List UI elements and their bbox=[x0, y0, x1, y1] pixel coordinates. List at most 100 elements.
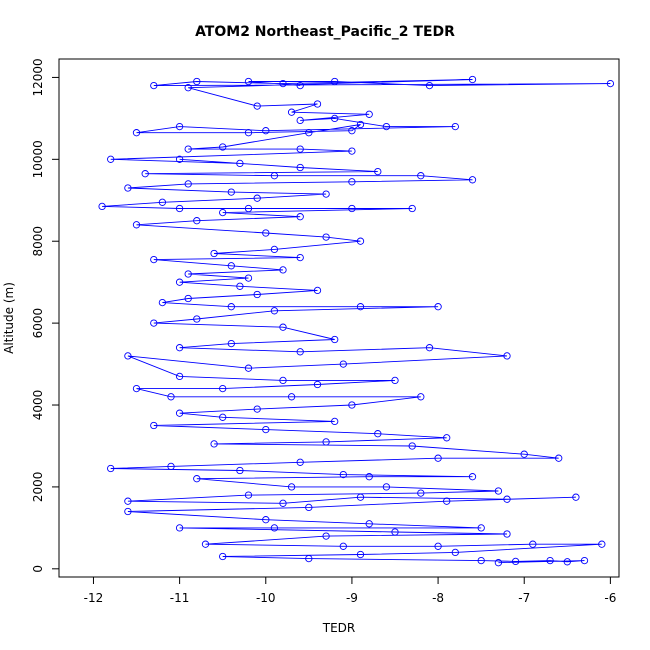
data-point bbox=[331, 114, 339, 123]
x-axis-label: TEDR bbox=[322, 621, 356, 635]
data-point bbox=[434, 542, 442, 550]
data-point bbox=[219, 208, 227, 217]
data-point bbox=[201, 540, 210, 548]
data-point bbox=[141, 170, 149, 178]
data-point bbox=[348, 127, 356, 135]
data-point bbox=[184, 270, 192, 278]
data-point bbox=[339, 542, 347, 550]
data-point bbox=[184, 180, 192, 188]
data-point bbox=[296, 253, 304, 262]
data-point bbox=[356, 120, 365, 129]
data-point bbox=[374, 167, 382, 176]
data-point bbox=[494, 559, 503, 567]
data-point bbox=[503, 352, 511, 360]
data-point bbox=[167, 393, 175, 401]
x-tick-label: -6 bbox=[604, 591, 616, 605]
data-point bbox=[270, 245, 279, 254]
data-point bbox=[219, 384, 227, 393]
chart-title: ATOM2 Northeast_Pacific_2 TEDR bbox=[195, 24, 455, 40]
data-point bbox=[374, 430, 382, 438]
data-point bbox=[227, 339, 235, 348]
data-point bbox=[132, 129, 141, 137]
data-point bbox=[193, 77, 201, 86]
data-point bbox=[468, 473, 477, 481]
data-point bbox=[348, 204, 356, 213]
data-point bbox=[468, 75, 477, 84]
data-point bbox=[279, 499, 287, 507]
data-point bbox=[270, 524, 279, 532]
data-point bbox=[313, 286, 322, 295]
data-point bbox=[253, 405, 261, 413]
data-point bbox=[331, 77, 339, 86]
y-tick-label: 6000 bbox=[31, 308, 45, 339]
data-point bbox=[279, 79, 287, 88]
data-point bbox=[408, 442, 416, 450]
data-point bbox=[477, 556, 485, 565]
data-point bbox=[236, 159, 244, 168]
data-point bbox=[322, 532, 330, 540]
data-point bbox=[150, 81, 158, 90]
data-point bbox=[193, 217, 201, 225]
data-point bbox=[434, 303, 442, 311]
data-point bbox=[305, 129, 313, 137]
data-point bbox=[331, 417, 339, 426]
data-point bbox=[287, 483, 296, 491]
data-point bbox=[425, 344, 434, 352]
data-point bbox=[296, 458, 304, 466]
data-point bbox=[494, 487, 503, 495]
data-point bbox=[158, 298, 167, 307]
data-point bbox=[451, 122, 459, 131]
data-point bbox=[468, 176, 477, 184]
axes: -12 -11 -10 -9 -8 -7 -6 0 2000 4000 6000 8000 10000 1… bbox=[31, 58, 620, 605]
data-point bbox=[175, 122, 184, 131]
data-point bbox=[175, 204, 184, 213]
data-point bbox=[296, 116, 304, 125]
data-point bbox=[287, 108, 296, 116]
data-point bbox=[150, 421, 158, 430]
data-point bbox=[305, 554, 313, 563]
data-point bbox=[150, 255, 158, 264]
data-point bbox=[365, 110, 373, 118]
data-point bbox=[253, 290, 261, 299]
data-point bbox=[511, 557, 520, 566]
data-point bbox=[451, 548, 459, 557]
data-point bbox=[443, 434, 451, 442]
data-point bbox=[296, 145, 304, 153]
plot-area bbox=[98, 75, 615, 567]
data-point bbox=[158, 198, 167, 206]
data-point bbox=[132, 221, 141, 229]
data-point bbox=[365, 520, 373, 528]
data-point bbox=[107, 464, 115, 473]
data-point bbox=[348, 178, 356, 186]
data-point bbox=[529, 540, 537, 548]
y-axis-label: Altitude (m) bbox=[2, 282, 16, 354]
data-point bbox=[124, 497, 132, 505]
x-tick-label: -10 bbox=[256, 591, 276, 605]
data-point bbox=[184, 294, 192, 303]
data-point bbox=[262, 516, 270, 524]
data-point bbox=[503, 495, 511, 503]
data-point bbox=[279, 376, 287, 385]
data-point bbox=[313, 380, 322, 389]
data-point bbox=[296, 348, 304, 356]
data-point bbox=[270, 307, 279, 315]
data-point bbox=[175, 524, 184, 532]
data-point bbox=[262, 127, 270, 135]
data-point bbox=[520, 450, 528, 458]
data-point bbox=[244, 204, 253, 213]
data-point bbox=[244, 274, 253, 282]
x-tick-label: -11 bbox=[170, 591, 190, 605]
data-point bbox=[477, 524, 485, 532]
data-point bbox=[175, 372, 184, 381]
data-point bbox=[210, 440, 218, 448]
data-point bbox=[339, 360, 347, 368]
y-tick-label: 4000 bbox=[31, 390, 45, 421]
data-point bbox=[503, 530, 511, 538]
series-line bbox=[102, 79, 611, 564]
data-point bbox=[296, 81, 304, 90]
data-point bbox=[244, 491, 253, 499]
data-point bbox=[262, 229, 270, 237]
data-point bbox=[322, 438, 330, 446]
data-point bbox=[348, 147, 356, 155]
